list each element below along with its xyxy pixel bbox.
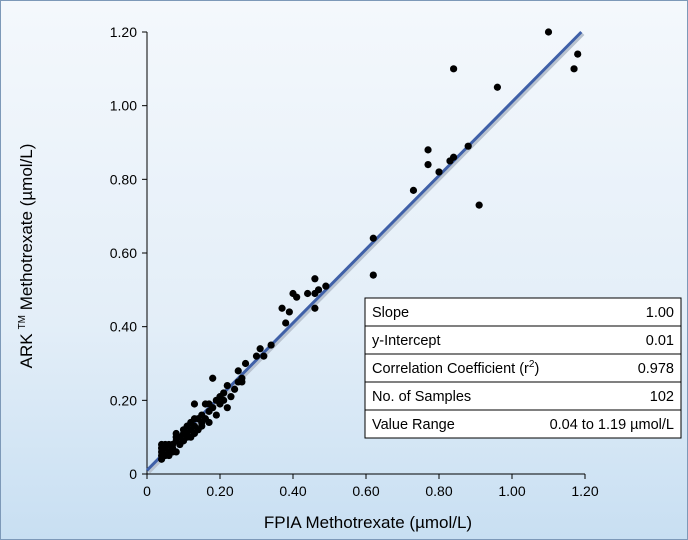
stats-table-box <box>364 297 682 439</box>
x-tick-label: 1.00 <box>498 483 525 499</box>
data-point <box>220 389 228 397</box>
statistics-table: Slope 1.00 y-Intercept 0.01 Correlation Coef… <box>364 297 682 439</box>
data-point <box>570 65 578 73</box>
y-tick-label: 1.00 <box>110 98 137 114</box>
data-point <box>450 65 458 73</box>
y-tick-label: 0.20 <box>110 392 137 408</box>
data-point <box>369 234 377 242</box>
x-tick-label: 0.40 <box>279 483 306 499</box>
data-point <box>311 304 319 312</box>
x-tick-label: 0.80 <box>425 483 452 499</box>
data-point <box>172 448 180 456</box>
data-point <box>190 400 199 408</box>
data-point <box>293 293 301 301</box>
data-point <box>574 50 582 58</box>
data-point <box>209 374 217 382</box>
data-point <box>450 153 458 161</box>
data-point <box>322 282 330 290</box>
data-point <box>544 28 553 36</box>
data-point <box>256 345 264 353</box>
data-point <box>223 382 231 390</box>
x-tick-label: 0 <box>143 483 151 499</box>
data-point <box>304 289 312 298</box>
x-tick-label: 1.20 <box>571 483 598 499</box>
data-point <box>238 378 246 386</box>
data-point <box>267 341 275 349</box>
y-tick-label: 0.80 <box>110 171 137 187</box>
data-point <box>231 385 239 393</box>
data-point <box>241 359 250 368</box>
data-point <box>475 201 483 209</box>
y-tick-label: 0.60 <box>110 245 137 261</box>
data-point <box>212 411 220 419</box>
data-point <box>285 308 293 316</box>
x-tick-label: 0.20 <box>206 483 233 499</box>
stats-row-value: 0.01 <box>646 333 674 349</box>
data-point <box>493 83 501 91</box>
y-tick-label: 0 <box>129 466 137 482</box>
data-point <box>220 396 228 404</box>
data-point <box>205 418 213 427</box>
data-point <box>260 352 268 360</box>
stats-row-label: No. of Samples <box>372 389 471 405</box>
data-point <box>311 275 319 283</box>
stats-row-value: 0.978 <box>638 361 674 377</box>
y-axis-title: ARKTM Methotrexate (µmol/L) <box>17 144 36 369</box>
data-point <box>282 319 290 327</box>
stats-row-label: Value Range <box>372 417 455 433</box>
data-point <box>252 352 261 360</box>
data-point <box>464 142 472 150</box>
y-tick-label: 1.20 <box>110 24 137 40</box>
data-point <box>314 286 323 294</box>
stats-row-label: Slope <box>372 305 409 321</box>
data-point <box>209 404 217 412</box>
data-point <box>223 404 231 412</box>
stats-row-label: y-Intercept <box>372 333 441 349</box>
stats-row-value: 0.04 to 1.19 µmol/L <box>550 417 674 433</box>
stats-row-label: Correlation Coefficient (r2) <box>372 359 539 377</box>
data-point <box>435 168 443 176</box>
stats-row-value: 102 <box>650 389 674 405</box>
data-point <box>369 271 377 279</box>
x-tick-label: 0.60 <box>352 483 379 499</box>
stats-row-value: 1.00 <box>646 305 674 321</box>
data-point <box>278 304 286 312</box>
data-point <box>234 367 242 375</box>
data-point <box>424 161 432 169</box>
data-point <box>227 393 235 401</box>
data-point <box>424 146 432 154</box>
data-point <box>409 186 418 194</box>
x-axis-title: FPIA Methotrexate (µmol/L) <box>264 513 472 532</box>
y-tick-label: 0.40 <box>110 319 137 335</box>
